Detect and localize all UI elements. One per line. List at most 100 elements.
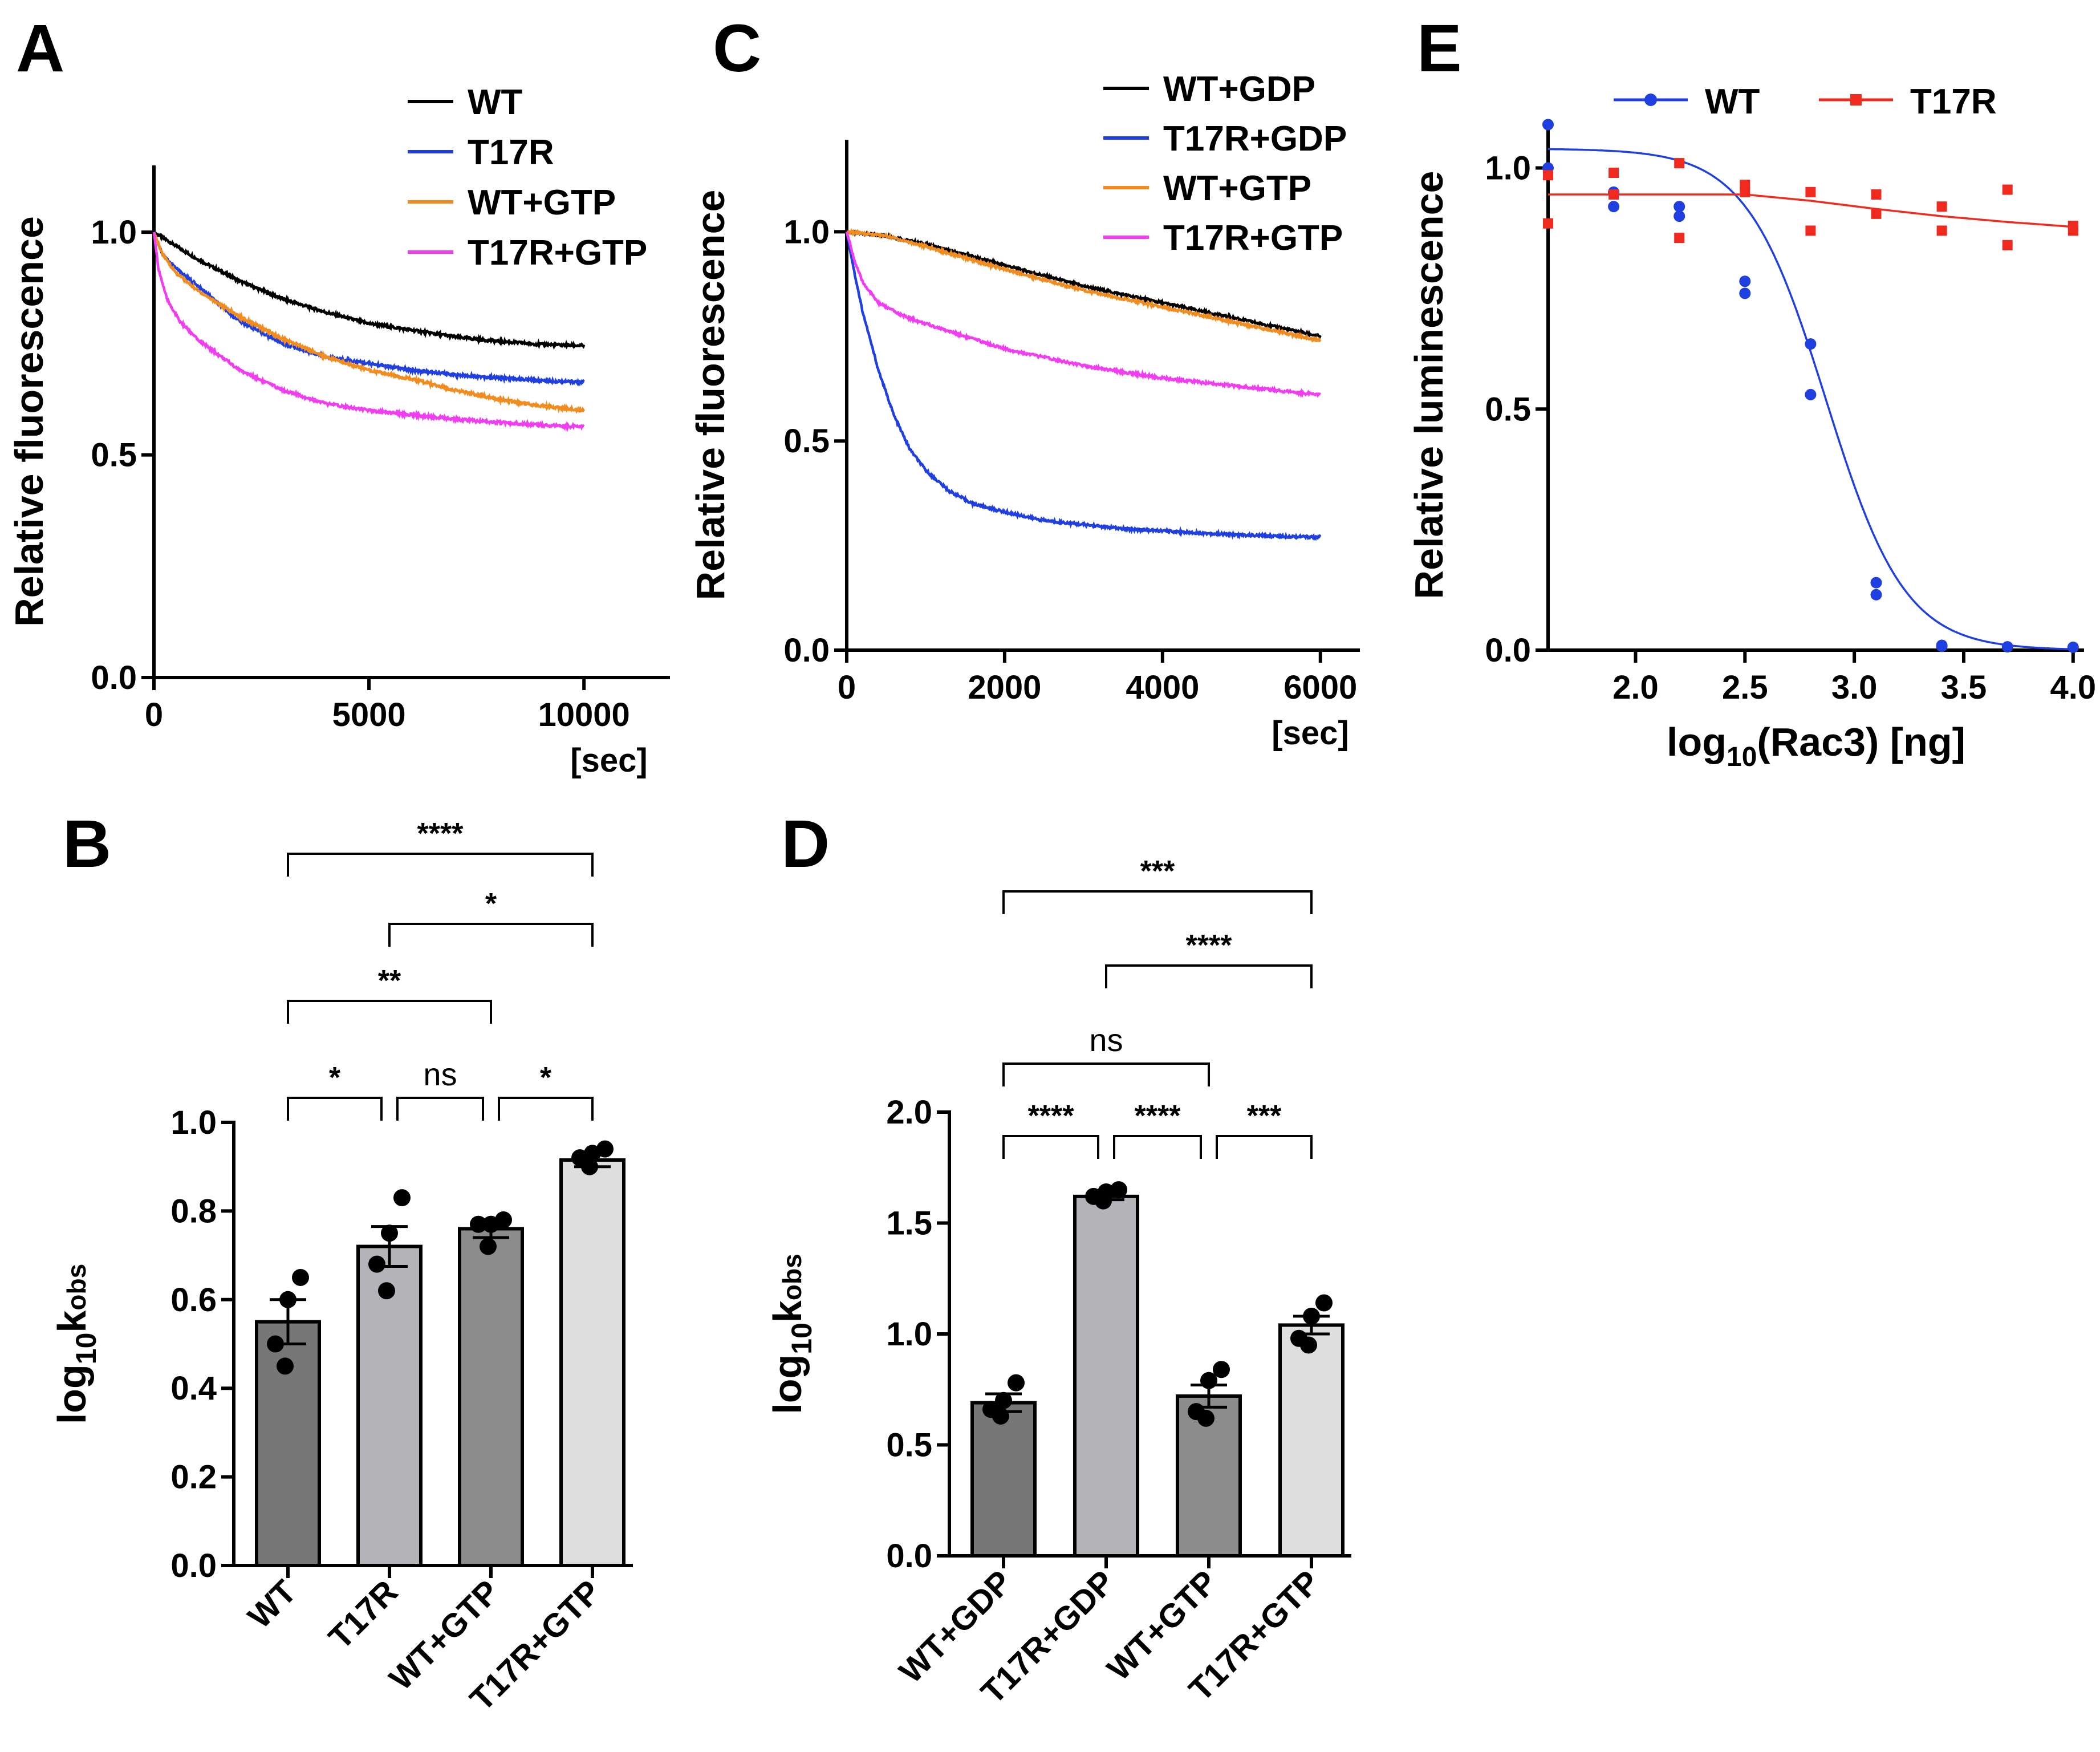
significance-bracket [1113, 1135, 1202, 1159]
significance-label: **** [1028, 1100, 1075, 1133]
bar-WT+GDP [970, 1401, 1037, 1558]
x-tick-label: 3.0 [1831, 669, 1878, 706]
y-tick-label: 1.0 [783, 213, 830, 250]
significance-label: ns [423, 1056, 457, 1092]
x-tick-label: 3.5 [1941, 669, 1987, 706]
series-line-WT+GTP [152, 232, 586, 414]
data-point-T17R+GTP [1300, 1336, 1317, 1354]
significance-label: **** [1186, 929, 1233, 962]
data-point-WT [1673, 210, 1685, 222]
significance-label: **** [417, 817, 464, 850]
data-point-T17R [381, 1224, 398, 1242]
significance-bracket [1216, 1135, 1313, 1159]
y-tick-label: 0.4 [170, 1370, 217, 1407]
chart-panel-E: 0.0 0.5 1.0 2.0 2.5 3.0 3.5 4.0 log10(Rac3) [ng]… [1407, 82, 2096, 772]
x-axis-unit-label: [sec] [570, 742, 647, 779]
significance-label: ns [1089, 1022, 1123, 1058]
y-tick-label: 0.5 [886, 1427, 932, 1464]
x-tick-label: 0 [838, 669, 856, 706]
series-line-T17R+GDP [845, 231, 1322, 541]
data-point-WT+GDP [992, 1407, 1009, 1425]
data-point-T17R [2067, 225, 2078, 236]
data-point-T17R [1543, 170, 1553, 181]
data-point-WT [1805, 388, 1817, 400]
y-tick-label: 1.0 [1485, 150, 1531, 187]
data-point-T17R [2002, 184, 2013, 195]
x-tick-label: 2000 [968, 669, 1041, 706]
significance-label: *** [1140, 855, 1175, 888]
y-tick-label: 1.0 [91, 214, 137, 251]
y-axis-title: log10kobs [50, 1264, 102, 1424]
data-point-T17R [2002, 240, 2013, 250]
bar-T17R+GTP [559, 1158, 625, 1568]
y-tick-label: 0.2 [170, 1459, 217, 1496]
y-tick-label: 0.5 [783, 423, 830, 460]
significance-bracket [287, 853, 594, 877]
data-point-WT [1870, 589, 1882, 601]
x-tick-label-WT: WT [241, 1573, 303, 1636]
panel-letter-B: B [63, 806, 111, 882]
series-line-WT [153, 231, 586, 350]
y-axis-title: log10kobs [765, 1254, 818, 1414]
data-point-WT [2001, 641, 2013, 653]
data-point-T17R+GTP [1315, 1294, 1333, 1312]
legend-label-WT: WT [468, 83, 523, 122]
x-tick-label: 6000 [1283, 669, 1357, 706]
bar-T17R+GDP [1073, 1194, 1139, 1558]
chart-panel-D: 0.00.51.01.52.0log10kobsWT+GDPT17R+GDPWT… [765, 855, 1351, 1711]
significance-bracket [1002, 1062, 1210, 1086]
significance-bracket [1105, 964, 1313, 988]
x-tick-label: 5000 [332, 696, 406, 733]
legend-label-T17R+GTP: T17R+GTP [1163, 218, 1343, 258]
data-point-WT [279, 1291, 296, 1308]
data-point-WT [277, 1357, 294, 1375]
legend-label-T17R+GDP: T17R+GDP [1163, 119, 1347, 159]
series-line-WT+GTP [846, 228, 1322, 343]
y-tick-label: 1.0 [170, 1104, 217, 1141]
data-point-WT [1542, 119, 1554, 131]
data-point-WT+GTP [1213, 1361, 1230, 1378]
x-tick-label: 0 [145, 696, 163, 733]
x-axis-unit-label: [sec] [1272, 715, 1348, 752]
significance-label: * [329, 1061, 341, 1094]
x-tick-label-T17R: T17R [322, 1573, 405, 1656]
y-axis-title: Relative luminescence [1407, 171, 1451, 599]
x-tick-label: 2.5 [1722, 669, 1768, 706]
legend-label-WT: WT [1705, 82, 1760, 121]
y-tick-label: 0.0 [886, 1538, 932, 1575]
data-point-WT+GDP [995, 1392, 1012, 1409]
panel-letter-A: A [16, 11, 64, 86]
data-point-WT+GTP [480, 1238, 497, 1255]
significance-bracket [1002, 1135, 1099, 1159]
data-point-T17R [1674, 158, 1685, 169]
x-tick-label: 4.0 [2050, 669, 2096, 706]
data-point-T17R [1871, 208, 1882, 219]
legend-marker-WT [1644, 94, 1657, 106]
y-tick-label: 0.0 [783, 632, 830, 669]
panel-letter-D: D [781, 806, 830, 882]
data-point-T17R [393, 1189, 411, 1207]
panel-letter-E: E [1417, 11, 1462, 86]
series-line-WT+GDP [846, 229, 1322, 339]
chart-panel-A: 0.0 0.5 1.0 0 5000 10000 [sec] Relative fluores… [7, 83, 670, 779]
data-point-T17R+GDP [1095, 1192, 1112, 1210]
x-axis-title: log10(Rac3) [ng] [1667, 720, 1965, 772]
significance-bracket [498, 1097, 594, 1121]
legend-label-T17R+GTP: T17R+GTP [468, 233, 647, 273]
significance-bracket [388, 923, 594, 947]
data-point-WT [2067, 641, 2079, 653]
data-point-WT+GTP [482, 1215, 499, 1233]
significance-label: ** [378, 964, 401, 997]
legend-label-WT+GDP: WT+GDP [1163, 70, 1315, 109]
data-point-WT+GTP [1200, 1372, 1217, 1389]
data-point-WT+GTP [1197, 1409, 1214, 1427]
legend-marker-T17R [1850, 94, 1862, 106]
data-point-WT [1739, 275, 1751, 287]
data-point-T17R [1740, 186, 1750, 197]
significance-label: * [540, 1061, 552, 1094]
y-axis-title: Relative fluorescence [688, 190, 733, 601]
y-tick-label: 0.0 [91, 659, 137, 696]
data-point-T17R [1936, 225, 1947, 236]
significance-bracket [396, 1097, 484, 1121]
